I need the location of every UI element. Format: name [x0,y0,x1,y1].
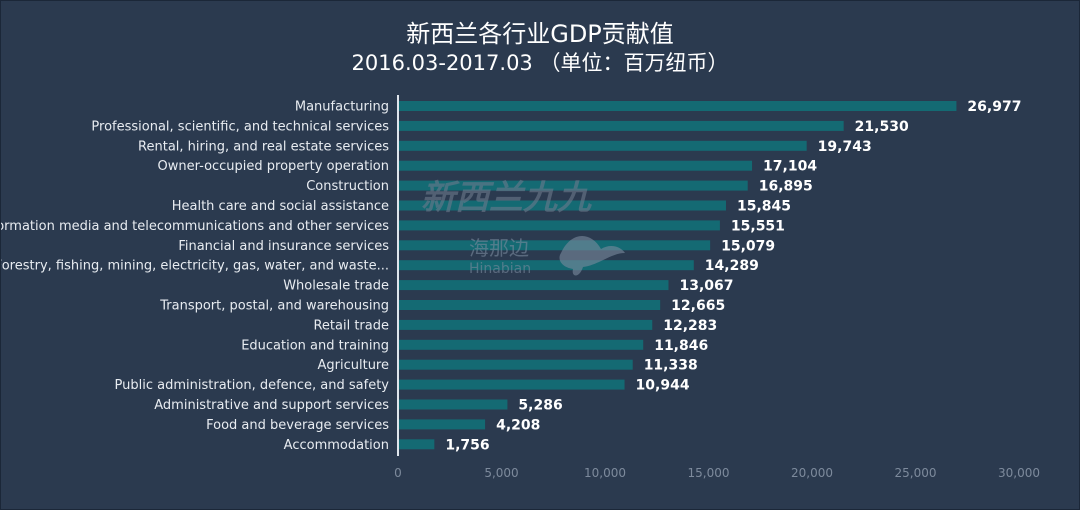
category-label: Public administration, defence, and safe… [115,378,390,393]
bar [398,399,508,410]
bar [398,300,661,310]
bar [398,339,644,350]
bar [398,240,711,251]
value-label: 21,530 [855,119,909,135]
chart-title: 新西兰各行业GDP贡献值 [406,20,674,48]
bar [398,419,486,430]
category-label: Rental, hiring, and real estate services [138,139,389,154]
category-label: Accommodation [284,438,389,453]
watermark-logo: 新西兰九九 海那边 Hinabian [421,178,625,277]
bar [398,260,694,271]
bar [398,220,720,231]
value-label: 17,104 [763,159,817,175]
value-label: 5,286 [518,398,562,414]
category-label: Food and beverage services [206,418,389,433]
value-label: 4,208 [496,417,540,433]
category-label: Manufacturing [295,100,389,115]
watermark-text-cn: 新西兰九九 [421,178,592,218]
value-label: 12,283 [663,318,717,334]
bar [398,359,633,370]
value-label: 19,743 [818,139,872,155]
bar [398,379,625,390]
x-tick-label: 10,000 [584,466,626,480]
category-label: Transport, postal, and warehousing [159,299,389,314]
bar [398,280,669,291]
value-label: 10,944 [636,378,690,394]
value-label: 11,846 [654,338,708,354]
category-label: Administrative and support services [154,398,389,413]
value-label: 12,665 [671,298,725,314]
category-label: Construction [306,179,389,194]
title-block: 新西兰各行业GDP贡献值 2016.03-2017.03 （单位：百万纽币） [1,19,1079,77]
x-axis-ticks: 0 5,000 10,000 15,000 20,000 25,000 30,000 [394,466,1040,480]
x-tick-label: 25,000 [895,466,937,480]
value-label: 16,895 [759,179,813,195]
value-label: 11,338 [644,358,698,374]
value-label: 15,845 [737,199,791,215]
category-labels: Manufacturing Professional, scientific, a… [1,100,389,453]
bars-layer [398,101,957,450]
x-tick-label: 20,000 [791,466,833,480]
category-label: Forestry, fishing, mining, electricity, … [1,259,389,274]
bar [398,439,435,450]
category-label: Owner-occupied property operation [158,159,389,174]
bar [398,160,753,171]
category-label: Education and training [241,338,389,353]
bar [398,180,748,191]
bar [398,120,844,131]
category-label: Health care and social assistance [172,199,389,214]
value-label: 26,977 [967,99,1021,115]
value-label: 1,756 [445,437,489,453]
bar [398,319,653,330]
bar [398,101,957,111]
category-label: Professional, scientific, and technical … [91,119,389,134]
x-tick-label: 0 [394,466,402,480]
value-label: 14,289 [705,258,759,274]
x-tick-label: 5,000 [484,466,518,480]
value-label: 15,079 [721,238,775,254]
value-label: 15,551 [731,218,785,234]
x-tick-label: 30,000 [998,466,1040,480]
bird-icon [559,235,625,276]
category-label: Retail trade [313,318,389,333]
watermark-text-en: Hinabian [469,261,531,277]
bar [398,200,726,211]
chart-subtitle: 2016.03-2017.03 （单位：百万纽币） [351,51,729,75]
bar [398,140,807,151]
category-label: Agriculture [318,358,390,373]
category-label: Wholesale trade [283,279,389,294]
value-label: 13,067 [679,278,733,294]
x-tick-label: 15,000 [688,466,730,480]
category-label: Information media and telecommunications… [1,219,389,234]
category-label: Financial and insurance services [178,239,389,254]
watermark-text-cn2: 海那边 [469,236,529,260]
